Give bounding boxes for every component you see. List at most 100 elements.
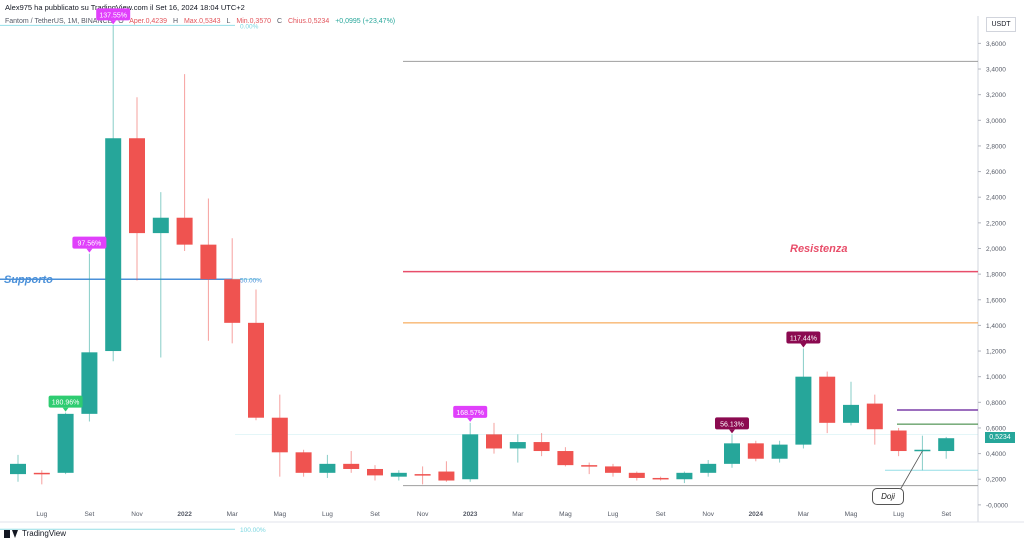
y-tick-label: 2,0000 <box>986 246 1006 253</box>
percent-label-2: 180.96% <box>52 400 80 407</box>
candle-body <box>533 442 550 452</box>
x-tick-label: Mag <box>559 511 572 518</box>
candle-body <box>890 430 907 452</box>
y-tick-label: 2,6000 <box>986 169 1006 176</box>
y-tick-label: 1,6000 <box>986 297 1006 304</box>
candle-body <box>271 417 288 453</box>
y-tick-label: 3,0000 <box>986 118 1006 125</box>
candle-body <box>724 443 740 464</box>
y-tick-label: 0,4000 <box>986 451 1006 458</box>
percent-label-pointer <box>800 343 807 348</box>
candle-body <box>914 449 931 452</box>
x-tick-label: Set <box>85 511 95 518</box>
candle-body <box>438 471 455 481</box>
currency-selector[interactable]: USDT <box>986 17 1016 32</box>
candle-body <box>509 442 526 449</box>
close-label: C <box>276 18 283 25</box>
percent-label-bg <box>96 8 131 21</box>
x-tick-label: Nov <box>131 511 143 518</box>
x-tick-label: 2023 <box>463 511 478 518</box>
percent-label-3: 168.57% <box>456 410 484 417</box>
percent-label-0: 137.55% <box>99 12 127 19</box>
x-tick-label: Nov <box>702 511 714 518</box>
support-label: Supporto <box>4 274 53 286</box>
candle-body <box>866 403 883 430</box>
percent-label-bg <box>786 331 821 344</box>
candle-body <box>200 244 217 280</box>
candle-body <box>33 472 50 475</box>
candle-body <box>295 452 312 473</box>
candle-body <box>390 472 407 477</box>
percent-label-pointer <box>110 20 117 25</box>
fib-label-1: 50.00% <box>240 277 262 284</box>
percent-label-pointer <box>729 429 735 434</box>
candle-body <box>486 434 502 449</box>
percent-label-bg <box>48 395 83 408</box>
candle-body <box>319 463 336 473</box>
percent-label-4: 56.13% <box>720 421 744 428</box>
x-tick-label: Lug <box>36 511 47 518</box>
y-tick-label: -0,0000 <box>986 502 1008 509</box>
x-tick-label: 2024 <box>749 511 764 518</box>
x-tick-label: Nov <box>417 511 429 518</box>
open-value: Aper.0,4239 <box>129 18 167 25</box>
y-tick-label: 2,8000 <box>986 143 1006 150</box>
candle-body <box>795 376 812 445</box>
publisher-header: Alex975 ha pubblicato su TradingView.com… <box>5 3 245 12</box>
tradingview-footer[interactable]: TradingView <box>4 529 66 538</box>
doji-pointer <box>899 450 923 491</box>
candle-body <box>367 468 383 476</box>
y-tick-label: 0,2000 <box>986 477 1006 484</box>
x-tick-label: Lug <box>893 511 904 518</box>
candle-body <box>628 472 645 478</box>
candle-body <box>10 463 26 475</box>
open-label: O <box>118 18 124 25</box>
candle-body <box>343 463 360 469</box>
high-value: Max.0,5343 <box>183 18 221 25</box>
x-tick-label: Mag <box>845 511 858 518</box>
percent-label-pointer <box>467 417 474 422</box>
y-tick-label: 3,4000 <box>986 67 1006 74</box>
candle-body <box>152 217 169 234</box>
candle-body <box>700 463 717 473</box>
y-tick-label: 3,2000 <box>986 92 1006 99</box>
y-tick-label: 0,6000 <box>986 425 1006 432</box>
close-value: Chius.0,5234 <box>287 18 330 25</box>
candle-body <box>81 352 98 414</box>
percent-label-bg <box>72 236 107 249</box>
candle-body <box>105 138 122 352</box>
x-tick-label: Set <box>656 511 666 518</box>
percent-label-pointer <box>62 407 69 412</box>
high-label: H <box>172 18 178 25</box>
percent-label-pointer <box>86 248 93 253</box>
tradingview-brand: TradingView <box>22 529 67 538</box>
candle-body <box>224 279 241 323</box>
x-tick-label: Set <box>370 511 380 518</box>
candle-body <box>581 465 598 467</box>
candle-body <box>129 138 145 234</box>
candle-body <box>462 434 479 480</box>
candle-body <box>938 438 955 452</box>
y-tick-label: 1,2000 <box>986 349 1006 356</box>
last-price-tag: 0,5234 <box>985 432 1015 444</box>
x-tick-label: 2022 <box>177 511 192 518</box>
percent-label-1: 97.56% <box>78 241 102 248</box>
x-tick-label: Mar <box>512 511 524 518</box>
y-tick-label: 1,8000 <box>986 272 1006 279</box>
candle-body <box>248 322 264 418</box>
candle-body <box>819 376 836 423</box>
candle-body <box>57 413 74 473</box>
low-value: Min.0,3570 <box>236 18 271 25</box>
y-tick-label: 0,8000 <box>986 400 1006 407</box>
candle-body <box>843 404 859 423</box>
low-label: L <box>226 18 231 25</box>
resistance-label: Resistenza <box>790 243 848 255</box>
candle-body <box>652 477 669 480</box>
symbol-name[interactable]: Fantom / TetherUS, 1M, BINANCE <box>5 18 113 25</box>
percent-label-bg <box>715 417 749 430</box>
candle-body <box>605 466 621 473</box>
candle-body <box>771 444 788 459</box>
change-value: +0,0995 (+23,47%) <box>335 18 396 25</box>
y-tick-label: 2,2000 <box>986 220 1006 227</box>
